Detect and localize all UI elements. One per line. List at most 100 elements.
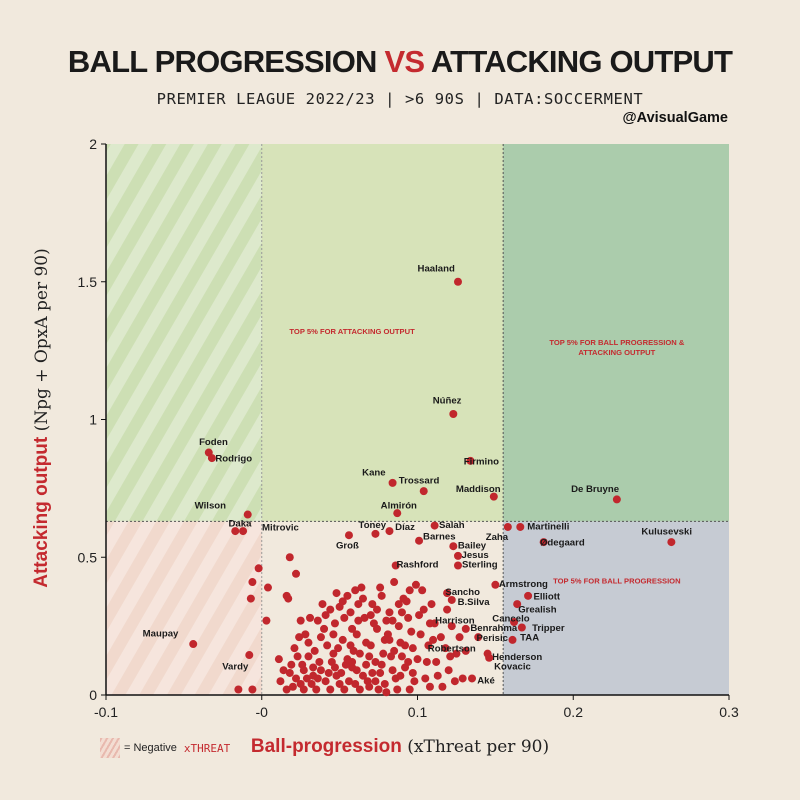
player-point (396, 671, 405, 680)
player-point (453, 551, 462, 560)
player-point (335, 679, 344, 688)
player-point (418, 586, 427, 595)
player-point (358, 594, 367, 603)
player-point (474, 633, 483, 642)
zone-label: TOP 5% FOR BALL PROGRESSION & (549, 338, 685, 347)
player-label: De Bruyne (571, 484, 619, 495)
player-point (393, 685, 402, 694)
player-label: Zaha (486, 532, 509, 543)
player-point (292, 569, 301, 578)
player-point (449, 409, 458, 418)
player-label: Rashford (396, 559, 438, 570)
player-point (357, 583, 366, 592)
x-tick-label: -0 (256, 704, 269, 720)
author-handle: @AvisualGame (622, 110, 728, 126)
player-point (351, 586, 360, 595)
player-point (354, 616, 363, 625)
player-point (612, 495, 621, 504)
player-point (340, 613, 349, 622)
player-point (326, 685, 335, 694)
player-point (450, 677, 459, 686)
player-label: Trossard (399, 476, 440, 487)
player-point (388, 478, 397, 487)
player-point (436, 633, 445, 642)
player-point (524, 591, 533, 600)
player-point (189, 640, 198, 649)
legend-text: = Negative (124, 742, 177, 754)
player-point (413, 655, 422, 664)
zone-label: ATTACKING OUTPUT (578, 348, 655, 357)
player-point (388, 666, 397, 675)
player-point (302, 674, 311, 683)
player-point (248, 685, 257, 694)
player-point (343, 591, 352, 600)
player-point (323, 641, 332, 650)
player-point (346, 608, 355, 617)
player-point (330, 663, 339, 672)
player-point (380, 679, 389, 688)
player-point (306, 613, 315, 622)
zone-negative-hatch (106, 144, 262, 695)
y-tick-label: 0 (89, 687, 97, 703)
player-label: Sancho (445, 587, 480, 598)
title-vs: VS (384, 44, 425, 79)
player-point (430, 521, 439, 530)
player-point (329, 630, 338, 639)
player-point (453, 561, 462, 570)
player-point (284, 594, 293, 603)
player-point (382, 688, 391, 697)
player-point (449, 542, 458, 551)
player-point (343, 655, 352, 664)
player-point (432, 657, 441, 666)
player-point (667, 538, 676, 547)
player-label: Haaland (418, 263, 455, 274)
x-tick-label: -0.1 (94, 704, 118, 720)
player-point (245, 651, 254, 660)
player-point (207, 454, 216, 463)
player-point (422, 657, 431, 666)
y-axis-label: Attacking output (Npg + OpxA per 90) (31, 248, 53, 588)
player-point (329, 649, 338, 658)
player-point (405, 685, 414, 694)
y-tick-label: 2 (89, 136, 97, 152)
player-label: Mitrovic (262, 522, 299, 533)
chart-title: BALL PROGRESSION VS ATTACKING OUTPUT (0, 44, 800, 80)
player-label: Benrahma (470, 623, 518, 634)
player-point (394, 622, 403, 631)
player-label: Elliott (533, 591, 560, 602)
player-point (287, 660, 296, 669)
negative-xthreat-swatch (100, 738, 120, 758)
player-point (263, 583, 272, 592)
player-point (293, 652, 302, 661)
zone-label: TOP 5% FOR BALL PROGRESSION (553, 576, 680, 585)
player-point (385, 527, 394, 536)
player-point (309, 671, 318, 680)
player-point (503, 522, 512, 531)
player-point (231, 527, 240, 536)
player-point (310, 646, 319, 655)
player-point (330, 619, 339, 628)
player-point (365, 652, 374, 661)
player-point (421, 674, 430, 683)
player-point (452, 649, 461, 658)
player-point (340, 685, 349, 694)
player-point (295, 633, 304, 642)
player-point (446, 652, 455, 661)
player-point (427, 600, 436, 609)
player-point (405, 586, 414, 595)
player-point (355, 685, 364, 694)
player-point (485, 653, 494, 662)
player-point (447, 622, 456, 631)
player-label: Martinelli (527, 522, 569, 533)
player-point (419, 487, 428, 496)
player-label: Maupay (143, 629, 179, 640)
player-point (290, 644, 299, 653)
player-point (285, 553, 294, 562)
player-point (360, 613, 369, 622)
player-label: Sterling (462, 560, 498, 571)
x-tick-label: 0.3 (719, 704, 739, 720)
zone-top-both (503, 144, 729, 522)
player-label: Kane (362, 467, 385, 478)
zone-label: TOP 5% FOR ATTACKING OUTPUT (289, 327, 415, 336)
player-label: Ødegaard (540, 538, 585, 549)
